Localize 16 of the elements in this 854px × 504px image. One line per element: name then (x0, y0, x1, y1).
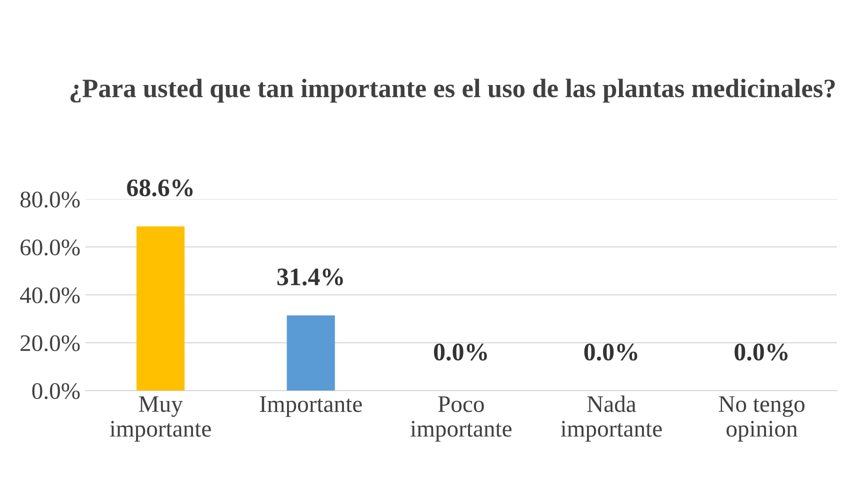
y-tick-label: 0.0% (32, 383, 80, 400)
x-tick-label: No tengo opinion (718, 396, 804, 442)
data-label: 0.0% (434, 344, 487, 361)
data-label: 31.4% (277, 268, 343, 286)
data-label: 0.0% (584, 344, 638, 361)
y-tick-label: 60.0% (20, 239, 80, 256)
x-tick-label: Poco importante (410, 396, 512, 442)
y-tick-label: 40.0% (20, 287, 80, 304)
x-tick-label: Muy importante (110, 396, 211, 442)
y-tick-label: 80.0% (20, 192, 80, 208)
x-tick-label: Nada importante (560, 395, 662, 442)
chart-title: ¿Para usted que tan importante es el uso de las plantas medicinales? (70, 78, 835, 103)
y-tick-label: 20.0% (20, 335, 80, 352)
data-label: 68.6% (127, 179, 193, 196)
data-label: 0.0% (734, 344, 788, 361)
x-tick-label: Importante (260, 396, 362, 417)
